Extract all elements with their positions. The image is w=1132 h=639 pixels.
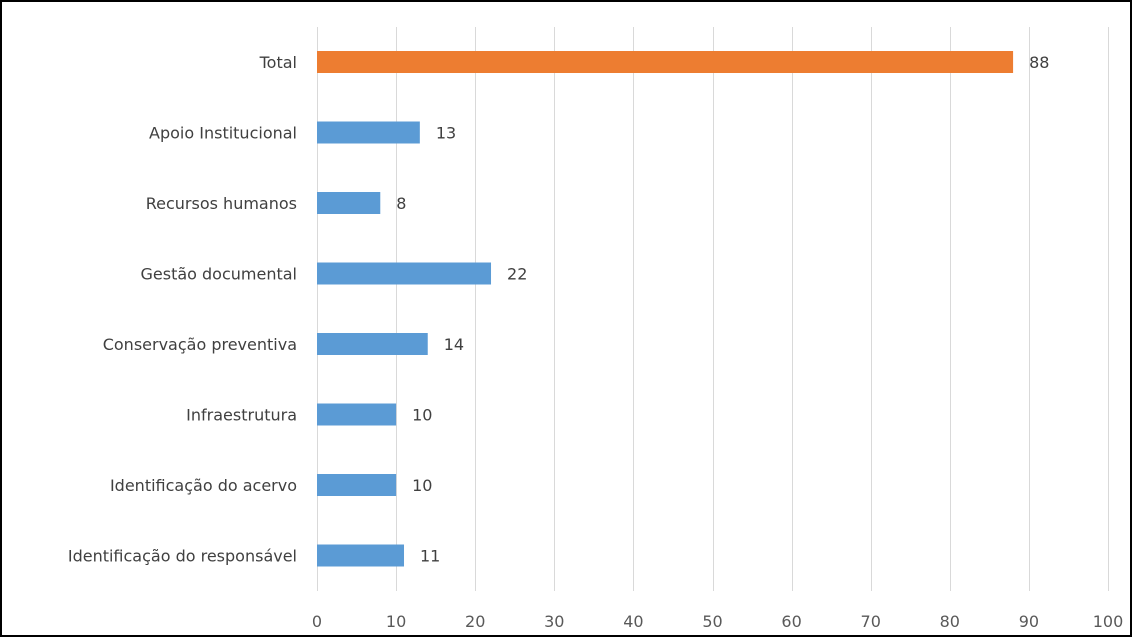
data-labels: 88 13 8 22 14 10 10 11 <box>396 53 1049 566</box>
gridlines <box>317 27 1109 591</box>
category-label: Apoio Institucional <box>149 124 297 143</box>
data-label: 8 <box>396 194 406 213</box>
data-label: 88 <box>1029 53 1049 72</box>
x-axis-tick-labels: 0 10 20 30 40 50 60 70 80 90 100 <box>312 612 1123 631</box>
category-label: Infraestrutura <box>186 406 297 425</box>
x-tick-label: 0 <box>312 612 322 631</box>
x-tick-label: 100 <box>1093 612 1124 631</box>
bar <box>317 333 428 355</box>
bar <box>317 403 397 426</box>
data-label: 11 <box>420 547 440 566</box>
data-label: 14 <box>444 335 464 354</box>
bars <box>317 51 1014 567</box>
x-tick-label: 90 <box>1019 612 1039 631</box>
category-label: Total <box>259 53 297 72</box>
x-tick-label: 10 <box>386 612 406 631</box>
x-tick-label: 30 <box>544 612 564 631</box>
category-label: Identificação do acervo <box>110 476 297 495</box>
data-label: 10 <box>412 406 432 425</box>
bar <box>317 51 1014 73</box>
x-tick-label: 50 <box>702 612 722 631</box>
data-label: 10 <box>412 476 432 495</box>
bar <box>317 262 492 285</box>
x-tick-label: 70 <box>861 612 881 631</box>
category-label: Recursos humanos <box>146 194 297 213</box>
bar <box>317 192 381 214</box>
bar <box>317 121 420 144</box>
x-tick-label: 80 <box>940 612 960 631</box>
x-tick-label: 60 <box>781 612 801 631</box>
category-label: Conservação preventiva <box>103 335 297 354</box>
category-label: Identificação do responsável <box>68 547 297 566</box>
category-labels: Total Apoio Institucional Recursos humanos… <box>68 53 297 566</box>
bar <box>317 474 397 496</box>
x-tick-label: 20 <box>465 612 485 631</box>
data-label: 13 <box>436 124 456 143</box>
bar <box>317 544 405 567</box>
x-tick-label: 40 <box>623 612 643 631</box>
data-label: 22 <box>507 265 527 284</box>
category-label: Gestão documental <box>140 265 297 284</box>
